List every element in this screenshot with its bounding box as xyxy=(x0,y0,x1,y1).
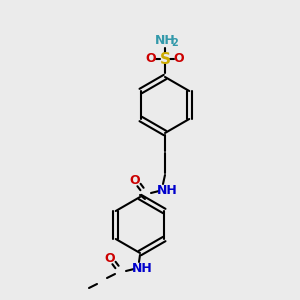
Text: S: S xyxy=(160,52,170,67)
Text: NH: NH xyxy=(157,184,177,197)
Text: O: O xyxy=(105,253,115,266)
Text: O: O xyxy=(174,52,184,65)
Text: NH: NH xyxy=(154,34,176,47)
Text: NH: NH xyxy=(132,262,152,275)
Text: 2: 2 xyxy=(172,38,178,48)
Text: O: O xyxy=(146,52,156,65)
Text: O: O xyxy=(130,175,140,188)
